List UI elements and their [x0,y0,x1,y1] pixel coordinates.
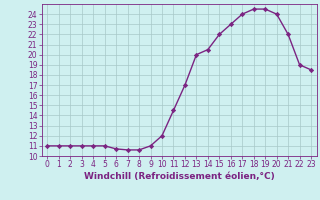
X-axis label: Windchill (Refroidissement éolien,°C): Windchill (Refroidissement éolien,°C) [84,172,275,181]
